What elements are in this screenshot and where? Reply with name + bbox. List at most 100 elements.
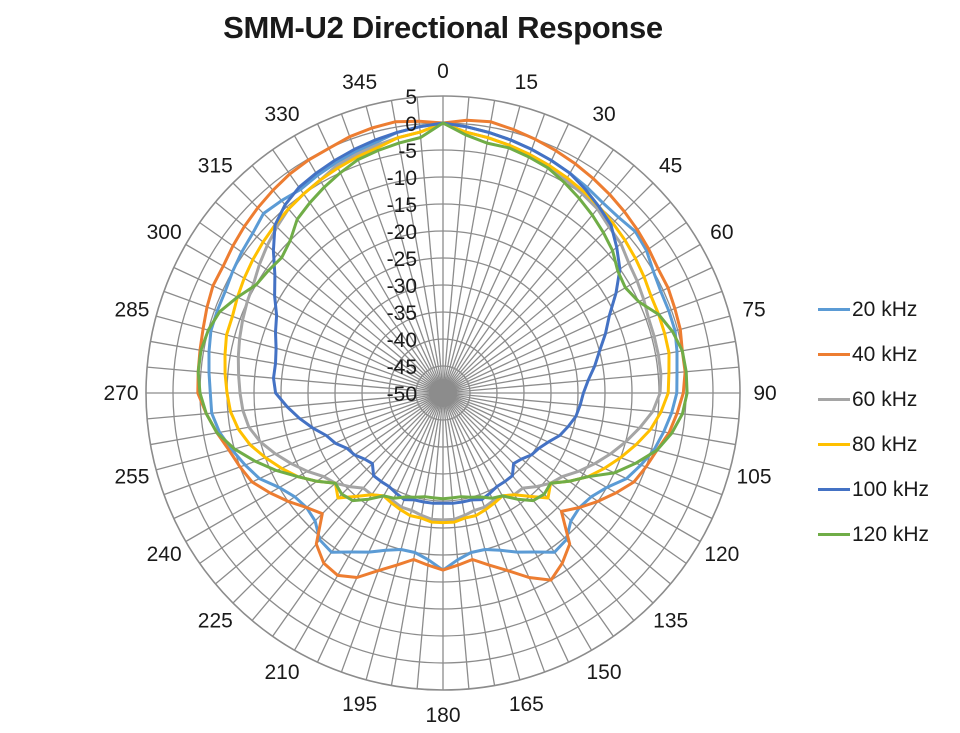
- legend-item: 80 kHz: [818, 422, 929, 467]
- angular-gridline: [316, 392, 444, 663]
- angular-gridline: [199, 222, 444, 394]
- angular-gridline: [442, 392, 470, 689]
- angular-gridline: [442, 340, 736, 394]
- angular-tick-label: 105: [737, 465, 772, 488]
- radial-gridlines: [145, 95, 741, 691]
- radial-gridline: [361, 311, 525, 475]
- angular-tick-label: 210: [264, 661, 299, 684]
- radial-tick-label: -50: [387, 383, 417, 406]
- angular-gridline: [442, 392, 496, 686]
- angular-tick-label: 225: [198, 610, 233, 633]
- angular-gridline: [442, 392, 687, 564]
- radial-tick-label: -45: [387, 356, 417, 379]
- angular-gridline: [150, 392, 444, 446]
- legend-label: 80 kHz: [852, 432, 918, 456]
- series-line-40-khz: [196, 118, 687, 582]
- angular-tick-label: 195: [342, 693, 377, 716]
- radial-gridline: [253, 203, 633, 583]
- angular-gridline: [442, 392, 570, 663]
- angular-gridline: [147, 392, 444, 420]
- angular-gridline: [442, 392, 593, 651]
- angular-tick-label: 45: [659, 154, 682, 177]
- angular-gridline: [442, 100, 496, 394]
- angular-gridline: [365, 392, 444, 681]
- legend-label: 120 kHz: [852, 522, 930, 546]
- angular-gridline: [442, 392, 671, 585]
- legend-swatch: [818, 353, 850, 356]
- angular-gridline: [173, 392, 444, 520]
- radial-tick-label: -40: [387, 329, 417, 352]
- angular-gridline: [272, 392, 444, 637]
- legend-swatch: [818, 443, 850, 446]
- angular-gridline: [442, 392, 736, 446]
- angular-gridline: [340, 392, 444, 673]
- legend-label: 20 kHz: [852, 297, 918, 321]
- radial-tick-label: -15: [387, 194, 417, 217]
- radial-gridline: [334, 284, 552, 502]
- legend-label: 60 kHz: [852, 387, 918, 411]
- radial-tick-label: -25: [387, 248, 417, 271]
- angular-gridline: [442, 97, 470, 394]
- angular-gridline: [442, 392, 546, 673]
- legend-item: 100 kHz: [818, 467, 929, 512]
- legend-item: 20 kHz: [818, 287, 929, 332]
- angular-tick-label: 150: [586, 661, 621, 684]
- legend-swatch: [818, 533, 850, 536]
- legend-swatch: [818, 398, 850, 401]
- angular-gridline: [147, 366, 444, 394]
- angular-tick-label: 315: [198, 154, 233, 177]
- angular-gridline: [442, 392, 635, 621]
- angular-gridline: [442, 392, 713, 520]
- series-line-100-khz: [271, 121, 622, 505]
- angular-gridline: [442, 113, 546, 394]
- angular-gridline: [199, 392, 444, 564]
- radial-tick-label: -30: [387, 275, 417, 298]
- angular-gridline: [155, 392, 444, 471]
- angular-gridline: [442, 315, 731, 394]
- angular-gridline: [173, 266, 444, 394]
- angular-tick-label: 255: [114, 465, 149, 488]
- angular-gridline: [293, 392, 444, 651]
- angular-gridline: [442, 392, 723, 496]
- angular-tick-label: 75: [742, 299, 765, 322]
- angular-tick-label: 60: [710, 221, 733, 244]
- angular-tick-label: 300: [147, 221, 182, 244]
- angular-tick-label: 285: [114, 299, 149, 322]
- angular-gridline: [251, 165, 444, 394]
- data-series: [196, 118, 689, 582]
- angular-tick-label: 30: [592, 103, 615, 126]
- angular-gridline: [442, 392, 701, 543]
- angular-gridline: [251, 392, 444, 621]
- angular-gridline: [185, 243, 444, 394]
- radial-gridline: [145, 95, 741, 691]
- radial-tick-label: -20: [387, 221, 417, 244]
- angular-gridline: [416, 392, 444, 689]
- angular-tick-label: 165: [509, 693, 544, 716]
- legend-item: 60 kHz: [818, 377, 929, 422]
- legend-swatch: [818, 308, 850, 311]
- radial-tick-label: -35: [387, 302, 417, 325]
- angular-tick-label: 240: [147, 543, 182, 566]
- angular-tick-label: 345: [342, 71, 377, 94]
- series-line-60-khz: [236, 121, 663, 522]
- angular-tick-label: 270: [103, 382, 138, 405]
- angular-gridline: [442, 392, 614, 637]
- legend-label: 100 kHz: [852, 477, 930, 501]
- angular-gridline: [442, 392, 521, 681]
- angular-gridline: [293, 135, 444, 394]
- angular-tick-label: 0: [437, 60, 449, 83]
- angular-gridline: [390, 392, 444, 686]
- angular-gridline: [442, 392, 739, 420]
- radial-axis-labels: 5 0 -5 -10 -15 -20 -25 -30 -35 -40 -45 -50: [387, 86, 417, 406]
- angular-gridline: [163, 290, 444, 394]
- legend-item: 40 kHz: [818, 332, 929, 377]
- radial-tick-label: 5: [405, 86, 417, 109]
- legend-label: 40 kHz: [852, 342, 918, 366]
- radial-gridline: [415, 365, 471, 421]
- radial-gridline: [280, 230, 606, 556]
- series-line-80-khz: [223, 121, 671, 525]
- angular-tick-label: 15: [515, 71, 538, 94]
- angular-gridline: [442, 366, 739, 394]
- angular-gridline: [232, 182, 444, 394]
